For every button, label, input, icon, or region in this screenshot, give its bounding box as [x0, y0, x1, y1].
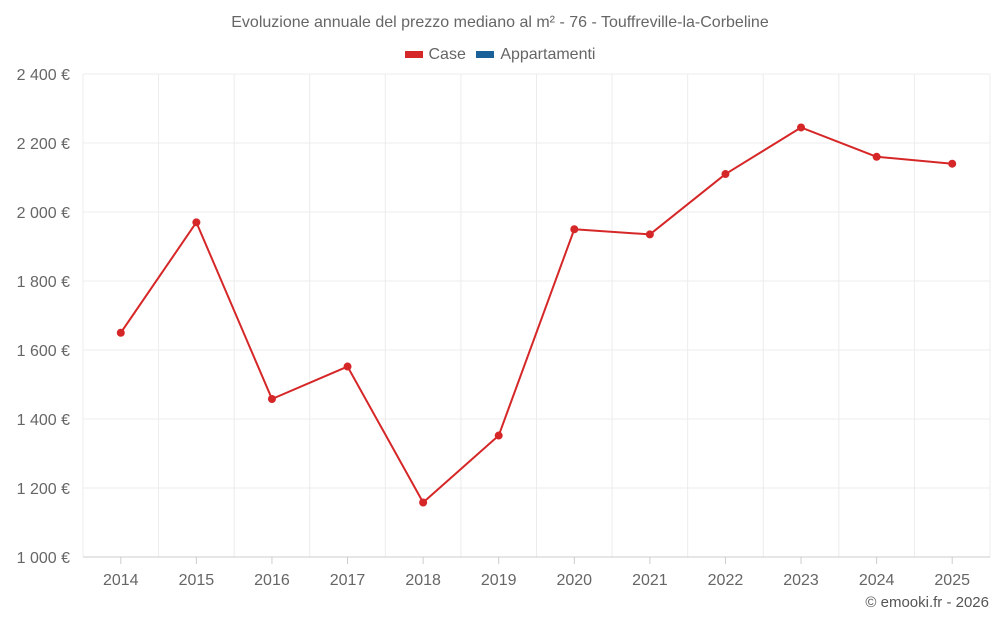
y-tick-label: 1 600 €: [17, 343, 70, 360]
data-point: [570, 225, 579, 234]
series-line-case: [119, 126, 953, 504]
data-point: [343, 362, 352, 371]
y-tick-label: 1 000 €: [17, 550, 70, 567]
y-tick-label: 2 000 €: [17, 205, 70, 222]
credit-text: © emooki.fr - 2026: [865, 594, 989, 611]
data-point: [721, 170, 730, 179]
legend-label-case: Case: [428, 45, 466, 63]
data-point: [797, 123, 806, 132]
x-tick-label: 2017: [330, 572, 366, 589]
legend-item-case[interactable]: Case: [404, 45, 466, 64]
x-tick-label: 2020: [556, 572, 592, 589]
x-tick-label: 2025: [934, 572, 970, 589]
data-point: [267, 394, 276, 403]
y-tick-label: 2 400 €: [17, 67, 70, 84]
y-tick-label: 2 200 €: [17, 136, 70, 153]
data-point: [116, 328, 125, 337]
x-tick-label: 2021: [632, 572, 668, 589]
chart-title: Evoluzione annuale del prezzo mediano al…: [231, 14, 769, 31]
data-point: [872, 152, 881, 161]
x-tick-label: 2023: [783, 572, 819, 589]
x-tick-label: 2014: [103, 572, 139, 589]
y-tick-label: 1 200 €: [17, 481, 70, 498]
x-tick-label: 2018: [405, 572, 441, 589]
legend-swatch-appartamenti: [476, 51, 495, 58]
data-point: [645, 230, 654, 239]
legend-label-appartamenti: Appartamenti: [500, 45, 596, 63]
data-point: [494, 431, 503, 440]
legend-swatch-case: [404, 51, 423, 58]
y-tick-label: 1 800 €: [17, 274, 70, 291]
data-point: [948, 159, 957, 168]
x-tick-label: 2022: [708, 572, 744, 589]
x-tick-label: 2019: [481, 572, 517, 589]
data-point: [419, 498, 428, 507]
x-tick-label: 2016: [254, 572, 290, 589]
y-tick-label: 1 400 €: [17, 412, 70, 429]
x-tick-label: 2024: [859, 572, 895, 589]
legend-item-appartamenti[interactable]: Appartamenti: [476, 46, 595, 64]
x-tick-label: 2015: [179, 572, 215, 589]
data-point: [192, 218, 201, 227]
chart-legend: Case Appartamenti: [0, 45, 1000, 64]
